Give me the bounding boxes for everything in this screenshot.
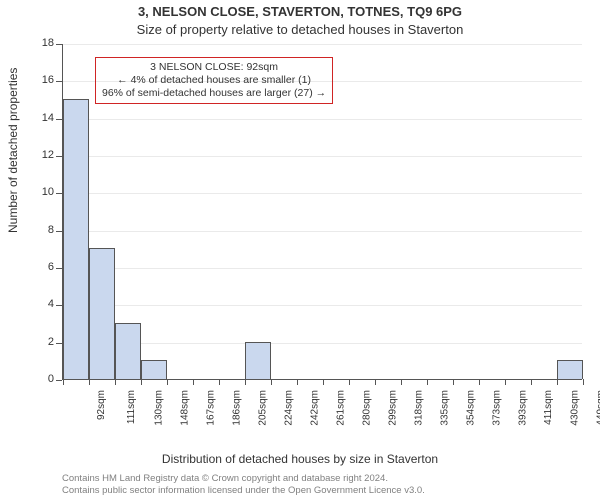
x-tick-label: 205sqm bbox=[258, 390, 269, 426]
y-tick bbox=[56, 305, 62, 306]
x-tick-label: 430sqm bbox=[570, 390, 581, 426]
y-tick bbox=[56, 81, 62, 82]
x-tick-label: 280sqm bbox=[362, 390, 373, 426]
y-tick bbox=[56, 343, 62, 344]
x-tick bbox=[453, 379, 454, 385]
x-tick-label: 92sqm bbox=[96, 390, 107, 420]
gridline bbox=[63, 156, 582, 157]
x-tick-label: 318sqm bbox=[414, 390, 425, 426]
x-tick bbox=[531, 379, 532, 385]
x-tick bbox=[167, 379, 168, 385]
x-tick-label: 148sqm bbox=[180, 390, 191, 426]
y-tick-label: 6 bbox=[32, 261, 54, 273]
y-tick-label: 4 bbox=[32, 298, 54, 310]
x-tick bbox=[557, 379, 558, 385]
x-tick-label: 242sqm bbox=[310, 390, 321, 426]
x-tick bbox=[63, 379, 64, 385]
y-axis-label: Number of detached properties bbox=[6, 68, 20, 233]
y-tick-label: 16 bbox=[32, 74, 54, 86]
x-tick-label: 335sqm bbox=[440, 390, 451, 426]
x-tick bbox=[219, 379, 220, 385]
x-tick bbox=[271, 379, 272, 385]
y-tick-label: 2 bbox=[32, 336, 54, 348]
x-tick bbox=[141, 379, 142, 385]
x-tick bbox=[297, 379, 298, 385]
x-tick-label: 130sqm bbox=[154, 390, 165, 426]
x-tick-label: 373sqm bbox=[492, 390, 503, 426]
bar bbox=[89, 248, 114, 379]
annotation-line: 3 NELSON CLOSE: 92sqm bbox=[102, 61, 326, 74]
gridline bbox=[63, 231, 582, 232]
gridline bbox=[63, 119, 582, 120]
y-tick bbox=[56, 119, 62, 120]
x-tick-label: 411sqm bbox=[543, 390, 554, 425]
chart-subtitle: Size of property relative to detached ho… bbox=[0, 22, 600, 37]
y-tick-label: 18 bbox=[32, 37, 54, 49]
gridline bbox=[63, 343, 582, 344]
x-tick bbox=[479, 379, 480, 385]
plot-area: 3 NELSON CLOSE: 92sqm ← 4% of detached h… bbox=[62, 44, 582, 380]
y-tick bbox=[56, 44, 62, 45]
x-tick bbox=[89, 379, 90, 385]
y-tick bbox=[56, 380, 62, 381]
bar bbox=[115, 323, 140, 379]
y-tick bbox=[56, 268, 62, 269]
x-tick-label: 167sqm bbox=[206, 390, 217, 426]
x-tick bbox=[401, 379, 402, 385]
y-tick-label: 14 bbox=[32, 112, 54, 124]
gridline bbox=[63, 305, 582, 306]
x-tick bbox=[375, 379, 376, 385]
x-tick bbox=[323, 379, 324, 385]
y-tick bbox=[56, 193, 62, 194]
gridline bbox=[63, 44, 582, 45]
bar bbox=[557, 360, 582, 379]
y-tick-label: 0 bbox=[32, 373, 54, 385]
x-tick-label: 354sqm bbox=[466, 390, 477, 426]
annotation-line: 96% of semi-detached houses are larger (… bbox=[102, 87, 326, 100]
x-tick-label: 111sqm bbox=[126, 390, 137, 424]
x-tick bbox=[505, 379, 506, 385]
y-tick-label: 12 bbox=[32, 149, 54, 161]
y-tick bbox=[56, 231, 62, 232]
x-tick-label: 186sqm bbox=[232, 390, 243, 426]
x-tick bbox=[245, 379, 246, 385]
bar bbox=[63, 99, 88, 379]
gridline bbox=[63, 268, 582, 269]
x-tick-label: 393sqm bbox=[518, 390, 529, 426]
x-tick bbox=[583, 379, 584, 385]
footer-line: Contains HM Land Registry data © Crown c… bbox=[62, 473, 425, 484]
chart-container: 3, NELSON CLOSE, STAVERTON, TOTNES, TQ9 … bbox=[0, 0, 600, 500]
bar bbox=[141, 360, 166, 379]
x-tick-label: 449sqm bbox=[596, 390, 600, 426]
x-tick bbox=[349, 379, 350, 385]
gridline bbox=[63, 81, 582, 82]
chart-title: 3, NELSON CLOSE, STAVERTON, TOTNES, TQ9 … bbox=[0, 4, 600, 19]
y-tick-label: 8 bbox=[32, 224, 54, 236]
x-tick-label: 299sqm bbox=[388, 390, 399, 426]
footer-line: Contains public sector information licen… bbox=[62, 485, 425, 496]
bar bbox=[245, 342, 270, 379]
footer-attribution: Contains HM Land Registry data © Crown c… bbox=[62, 473, 425, 496]
x-tick-label: 224sqm bbox=[284, 390, 295, 426]
x-tick-label: 261sqm bbox=[336, 390, 347, 426]
x-tick bbox=[427, 379, 428, 385]
x-tick bbox=[193, 379, 194, 385]
y-tick bbox=[56, 156, 62, 157]
y-tick-label: 10 bbox=[32, 186, 54, 198]
x-axis-label: Distribution of detached houses by size … bbox=[0, 452, 600, 466]
gridline bbox=[63, 193, 582, 194]
x-tick bbox=[115, 379, 116, 385]
